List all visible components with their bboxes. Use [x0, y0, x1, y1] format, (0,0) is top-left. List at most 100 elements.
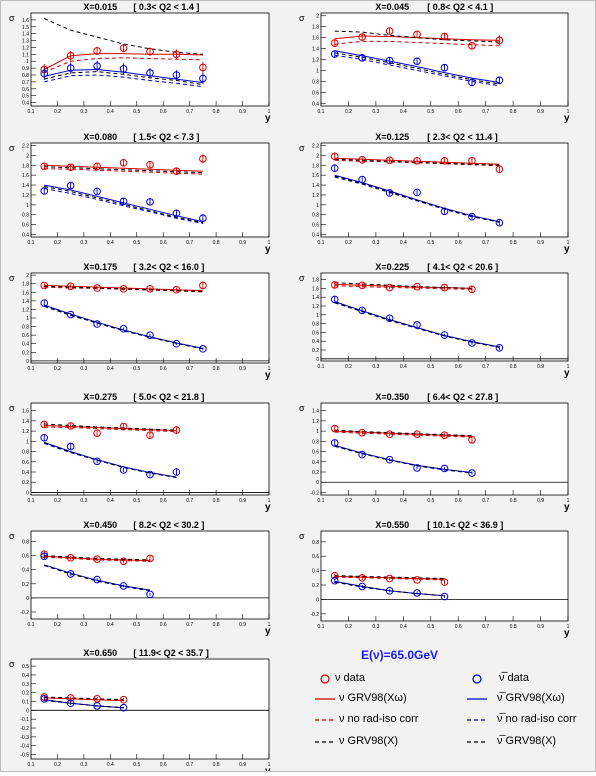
x-tick-label: 0.1: [28, 762, 35, 768]
y-tick-label: 1.8: [312, 163, 319, 169]
x-tick-label: 0.6: [160, 762, 167, 768]
y-axis-label: σ: [9, 531, 15, 541]
y-tick-label: 0.2: [22, 350, 29, 356]
x-tick-label: 0.6: [160, 366, 167, 372]
series-curve: [334, 282, 472, 289]
data-point: [440, 283, 449, 292]
y-axis-label: σ: [299, 13, 305, 23]
x-tick-label: 0.7: [186, 498, 193, 504]
x-tick-label: 0.6: [160, 109, 167, 115]
y-tick-label: 1.6: [22, 290, 29, 296]
x-tick-label: 0.1: [28, 240, 35, 246]
x-tick-label: 0.8: [510, 109, 517, 115]
plot-frame: [30, 530, 270, 620]
data-point: [385, 27, 394, 35]
panel-q2-range: [ 5.0< Q2 < 21.8 ]: [133, 392, 204, 402]
y-tick-label: 0.6: [22, 223, 29, 229]
x-tick-label: 0.9: [239, 366, 246, 372]
y-tick-label: 0.4: [312, 460, 319, 466]
data-point: [40, 187, 49, 195]
x-tick-label: 0.9: [239, 622, 246, 628]
y-tick-label: 0.6: [312, 554, 319, 560]
data-point: [93, 320, 101, 328]
y-tick-label: 1.4: [312, 183, 319, 189]
data-point: [146, 554, 154, 563]
series-curve: [44, 699, 124, 709]
y-tick-label: 1.6: [312, 286, 319, 292]
y-axis-label: σ: [9, 659, 15, 669]
panel-q2-range: [ 8.2< Q2 < 30.2 ]: [133, 520, 204, 530]
panel-3: X=0.080 [ 1.5< Q2 < 7.3 ] σ 0.4 0.6 0.8 1 1.2 1.…: [9, 132, 271, 255]
legend-nu-grv-x-label: ν GRV98(X): [339, 735, 399, 747]
y-tick-label: 1.6: [22, 409, 29, 415]
x-tick-label: 0.6: [160, 498, 167, 504]
data-point: [93, 284, 101, 292]
panel-title: X=0.275: [83, 392, 117, 402]
data-point: [358, 281, 366, 290]
data-point: [385, 283, 394, 292]
data-point: [440, 431, 449, 440]
x-tick-label: 0.2: [345, 240, 352, 246]
data-point: [119, 422, 128, 431]
y-tick-label: 1.8: [312, 278, 319, 284]
data-point: [468, 42, 476, 50]
y-tick-label: 0.6: [22, 554, 29, 560]
plot-frame: [30, 402, 270, 496]
x-tick-label: 0.5: [133, 240, 140, 246]
y-axis-label: σ: [299, 273, 305, 283]
x-tick-label: 0.5: [133, 109, 140, 115]
plot-frame: [30, 12, 270, 107]
x-tick-label: 0.9: [239, 240, 246, 246]
y-tick-label: 0.4: [22, 101, 29, 107]
y-tick-label: 0.2: [312, 348, 319, 354]
panel-q2-range: [ 2.3< Q2 < 11.4 ]: [427, 132, 498, 142]
legend-nubar-grv-xw-label: ν̅ GRV98(Xω): [497, 692, 565, 704]
x-tick-label: 0.9: [537, 109, 544, 115]
data-point: [330, 50, 339, 58]
y-tick-label: 0.4: [22, 342, 29, 348]
x-tick-label: 0.9: [239, 762, 246, 768]
x-tick-label: 0.5: [427, 364, 434, 370]
data-point: [468, 469, 476, 477]
data-point: [358, 54, 366, 62]
y-tick-label: 0.8: [22, 540, 29, 546]
data-point: [330, 152, 339, 161]
x-tick-label: 0.9: [537, 240, 544, 246]
x-tick-label: 0.1: [28, 109, 35, 115]
data-point: [66, 310, 75, 319]
panel-title: X=0.015: [83, 2, 117, 12]
y-tick-label: 1.8: [22, 163, 29, 169]
x-tick-label: 0.2: [345, 109, 352, 115]
x-tick-label: 0.5: [427, 109, 434, 115]
x-tick-label: 0.8: [510, 624, 517, 630]
data-point: [468, 436, 476, 444]
panel-title: X=0.550: [375, 520, 409, 530]
data-point: [495, 218, 504, 227]
data-point: [66, 163, 75, 172]
y-tick-label: 0.1: [22, 699, 29, 705]
y-tick-label: 1.2: [22, 193, 29, 199]
data-point: [468, 157, 476, 165]
x-tick-label: 0.6: [455, 498, 462, 504]
data-point: [440, 63, 449, 72]
data-point: [440, 331, 449, 339]
panel-q2-range: [ 1.5< Q2 < 7.3 ]: [133, 132, 199, 142]
x-tick-label: 0.9: [537, 498, 544, 504]
data-point: [146, 431, 154, 440]
data-point: [358, 428, 366, 437]
x-tick-label: 0.8: [213, 109, 220, 115]
y-tick-label: 0.2: [22, 691, 29, 697]
data-point: [385, 430, 394, 438]
x-axis-label: y: [265, 626, 271, 637]
data-point: [93, 575, 101, 584]
y-tick-label: 1: [316, 68, 319, 74]
x-tick-label: 0.8: [510, 364, 517, 370]
legend-nu-grv-xw-line: [315, 698, 335, 700]
y-tick-label: 0.3: [22, 682, 29, 688]
y-tick-label: -0.4: [20, 744, 29, 750]
x-tick-label: 0.3: [80, 498, 87, 504]
data-point: [385, 586, 394, 595]
data-point: [199, 345, 207, 353]
data-point: [413, 282, 421, 291]
